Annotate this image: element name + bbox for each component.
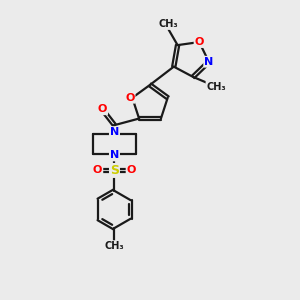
Text: CH₃: CH₃: [105, 241, 124, 251]
Text: CH₃: CH₃: [159, 19, 178, 29]
Text: O: O: [98, 104, 107, 114]
Text: N: N: [110, 127, 119, 137]
Text: S: S: [110, 164, 119, 177]
Text: O: O: [127, 165, 136, 176]
Text: CH₃: CH₃: [206, 82, 226, 92]
Text: N: N: [204, 57, 213, 67]
Text: O: O: [194, 37, 204, 47]
Text: N: N: [110, 150, 119, 161]
Text: O: O: [93, 165, 102, 176]
Text: O: O: [125, 93, 135, 103]
